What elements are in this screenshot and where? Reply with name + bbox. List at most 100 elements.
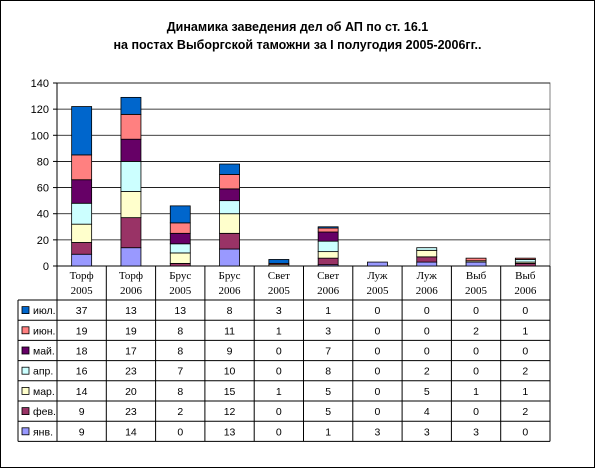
table-cell-value: 0 [424,346,430,358]
table-cell-value: 1 [522,325,528,337]
legend-key [21,306,30,315]
bar-segment [169,205,191,224]
table-cell-value: 7 [177,366,183,378]
table-cell-value: 1 [325,426,331,438]
y-tick-label: 140 [31,78,49,90]
y-tick-label: 80 [37,156,49,168]
bar-segment [71,179,93,204]
table-cell-value: 9 [79,426,85,438]
category-label-name: Луж [367,270,388,282]
table-cell-value: 7 [325,346,331,358]
table-cell-value: 0 [375,325,381,337]
table-cell-value: 1 [325,305,331,317]
bar-segment [317,226,339,229]
legend-key [21,386,30,395]
legend-key [21,427,30,436]
bar-segment [120,113,142,140]
table-cell-value: 18 [76,346,88,358]
table-cell-value: 13 [125,305,137,317]
category-label-year: 2005 [71,285,94,297]
legend-label: май. [33,346,55,358]
table-cell-value: 0 [473,305,479,317]
bar-segment [120,247,142,267]
table-cell-value: 13 [224,426,236,438]
category-label-year: 2005 [366,285,389,297]
category-label-name: Торф [70,270,94,282]
y-tick-label: 100 [31,130,49,142]
table-cell-value: 0 [375,305,381,317]
category-label-year: 2006 [120,285,143,297]
table-cell-value: 8 [177,325,183,337]
table-cell-value: 2 [522,366,528,378]
bar-segment [71,242,93,255]
table-cell-value: 8 [325,366,331,378]
bar-segment [416,261,438,267]
bar-segment [367,261,388,267]
bar-segment [514,257,536,260]
category-label-year: 2006 [416,285,439,297]
table-cell-value: 1 [276,386,282,398]
legend-label: июл. [33,305,56,317]
category-label-year: 2005 [169,285,192,297]
table-cell-value: 5 [424,386,430,398]
bar-segment [120,138,142,162]
table-cell-value: 17 [125,346,137,358]
category-label-name: Выб [515,270,536,282]
chart-title-line-2: на постах Выборгской таможни за I полуго… [113,38,482,52]
table-cell-value: 8 [177,346,183,358]
table-cell-value: 11 [224,325,235,337]
bar-segment [465,257,487,262]
y-tick-label: 20 [37,235,49,247]
bar-segment [416,249,438,258]
chart-title-line-1: Динамика заведения дел об АП по ст. 16.1 [166,20,429,34]
category-label-name: Брус [169,270,191,282]
bar-segment [120,191,142,219]
bar-segment [71,253,93,267]
table-cell-value: 0 [177,426,183,438]
table-cell-value: 14 [76,386,88,398]
legend-label: мар. [33,386,55,398]
bar-segment [317,251,339,259]
table-cell-value: 0 [375,386,381,398]
table-cell-value: 2 [424,366,430,378]
bar-segment [219,174,240,190]
y-tick-label: 40 [37,209,49,221]
table-cell-value: 0 [473,406,479,418]
legend-key [21,346,30,355]
y-tick-label: 60 [37,183,49,195]
table-cell-value: 0 [276,426,282,438]
y-tick-label: 0 [43,261,49,273]
category-label-year: 2006 [514,285,537,297]
table-cell-value: 15 [224,386,236,398]
legend-label: июн. [33,325,55,337]
table-cell-value: 0 [522,346,528,358]
category-label-year: 2005 [465,285,488,297]
table-cell-value: 0 [473,366,479,378]
table-cell-value: 8 [177,386,183,398]
legend-label: янв. [33,426,53,438]
bar-segment [268,259,290,264]
table-cell-value: 37 [76,305,88,317]
table-cell-value: 14 [125,426,137,438]
table-cell-value: 3 [424,426,430,438]
table-cell-value: 0 [276,366,282,378]
table-cell-value: 0 [424,325,430,337]
bar-segment [169,232,191,245]
bar-segment [219,200,240,215]
table-cell-value: 3 [473,426,479,438]
table-cell-value: 13 [174,305,186,317]
legend-key [21,326,30,335]
table-cell-value: 2 [522,406,528,418]
bar-segment [71,154,93,181]
chart-title: Динамика заведения дел об АП по ст. 16.1… [0,18,595,54]
bar-segment [120,161,142,192]
table-cell-value: 0 [473,346,479,358]
y-tick-label: 120 [31,104,49,116]
bar-segment [219,163,240,175]
category-label-name: Выб [466,270,487,282]
table-cell-value: 0 [276,346,282,358]
category-label-year: 2006 [317,285,340,297]
table-cell-value: 8 [227,305,233,317]
table-cell-value: 0 [424,305,430,317]
